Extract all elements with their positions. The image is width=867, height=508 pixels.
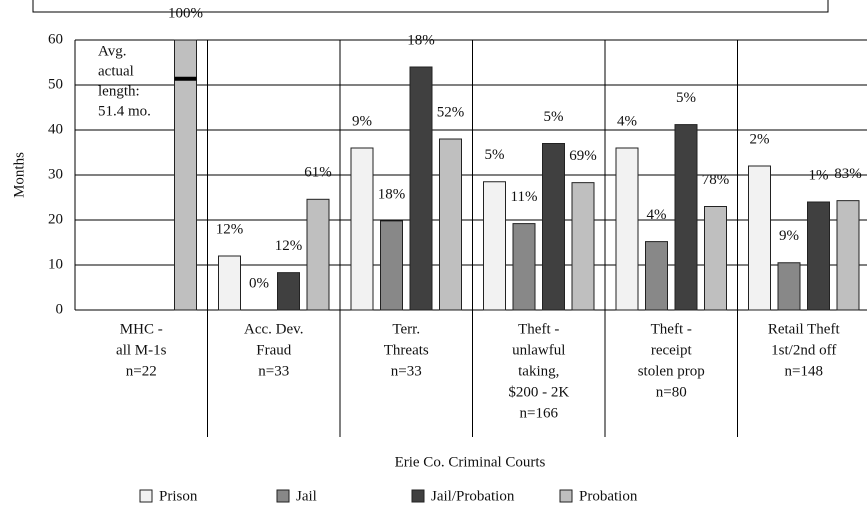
header-box — [32, 0, 829, 13]
x-tick-label: MHC - — [120, 321, 163, 337]
y-tick-label: 10 — [48, 256, 63, 272]
share-label: 2% — [750, 131, 770, 147]
legend-label: Prison — [159, 488, 198, 504]
share-label: 61% — [304, 165, 332, 181]
annotation: actual — [98, 63, 134, 79]
x-tick-label: n=166 — [520, 405, 559, 421]
share-label: 9% — [779, 228, 799, 244]
share-label: 5% — [544, 109, 564, 125]
x-tick-label: taking, — [518, 363, 559, 379]
share-label: 4% — [647, 207, 667, 223]
bar — [277, 272, 300, 311]
x-tick-label: receipt — [651, 342, 693, 358]
y-tick-label: 0 — [56, 301, 64, 317]
bar — [483, 181, 506, 311]
share-label: 11% — [511, 189, 538, 205]
bar — [512, 223, 536, 311]
share-label: 0% — [249, 275, 269, 291]
bar — [674, 124, 698, 311]
x-tick-label: unlawful — [512, 342, 565, 358]
share-label: 12% — [275, 238, 303, 254]
annotation: length: — [98, 83, 140, 99]
y-tick-label: 60 — [48, 31, 63, 47]
bar — [409, 66, 433, 311]
y-tick-label: 40 — [48, 121, 63, 137]
share-label: 9% — [352, 113, 372, 129]
share-label: 100% — [168, 5, 203, 21]
bar — [439, 138, 462, 311]
x-tick-label: 1st/2nd off — [771, 342, 836, 358]
annotation: 51.4 mo. — [98, 103, 151, 119]
x-tick-label: $200 - 2K — [508, 384, 569, 400]
bar — [777, 262, 801, 311]
x-tick-label: Threats — [384, 342, 429, 358]
annotation: Avg. — [98, 43, 126, 59]
x-tick-label: stolen prop — [638, 363, 705, 379]
x-tick-label: all M-1s — [116, 342, 167, 358]
legend-label: Probation — [579, 488, 638, 504]
x-tick-label: Fraud — [256, 342, 291, 358]
x-tick-label: Acc. Dev. — [244, 321, 303, 337]
bar — [174, 39, 197, 311]
share-label: 52% — [437, 104, 465, 120]
bar — [748, 165, 771, 311]
bar — [306, 198, 330, 311]
legend-swatch — [411, 489, 425, 503]
share-label: 69% — [569, 148, 597, 164]
share-label: 18% — [378, 186, 406, 202]
bar — [807, 201, 830, 311]
legend-swatch — [276, 489, 290, 503]
x-tick-label: n=148 — [785, 363, 823, 379]
x-tick-label: Terr. — [392, 321, 420, 337]
y-tick-label: 50 — [48, 76, 63, 92]
bar — [380, 220, 403, 311]
y-tick-label: 30 — [48, 166, 63, 182]
x-tick-label: Retail Theft — [768, 321, 841, 337]
share-label: 12% — [216, 221, 244, 237]
bar — [704, 206, 727, 311]
legend-label: Jail — [296, 488, 317, 504]
bar — [218, 255, 241, 311]
bar — [571, 182, 595, 311]
bar — [542, 143, 565, 311]
x-tick-label: Theft - — [518, 321, 559, 337]
bar — [836, 200, 860, 311]
share-label: 78% — [702, 172, 730, 188]
x-tick-label: n=80 — [656, 384, 687, 400]
x-tick-label: n=33 — [391, 363, 422, 379]
share-label: 5% — [485, 147, 505, 163]
y-axis-label: Months — [11, 152, 27, 198]
share-label: 83% — [834, 166, 862, 182]
share-label: 1% — [809, 167, 829, 183]
x-tick-label: Theft - — [651, 321, 692, 337]
bar — [350, 147, 374, 311]
legend-swatch — [559, 489, 573, 503]
legend-swatch — [139, 489, 153, 503]
x-tick-label: n=33 — [258, 363, 289, 379]
y-tick-label: 20 — [48, 211, 63, 227]
share-label: 4% — [617, 113, 637, 129]
bar — [645, 241, 668, 311]
share-label: 5% — [676, 90, 696, 106]
legend-label: Jail/Probation — [431, 488, 515, 504]
share-label: 18% — [407, 32, 435, 48]
x-axis-label: Erie Co. Criminal Courts — [395, 454, 546, 470]
x-tick-label: n=22 — [126, 363, 157, 379]
bar — [615, 147, 639, 311]
